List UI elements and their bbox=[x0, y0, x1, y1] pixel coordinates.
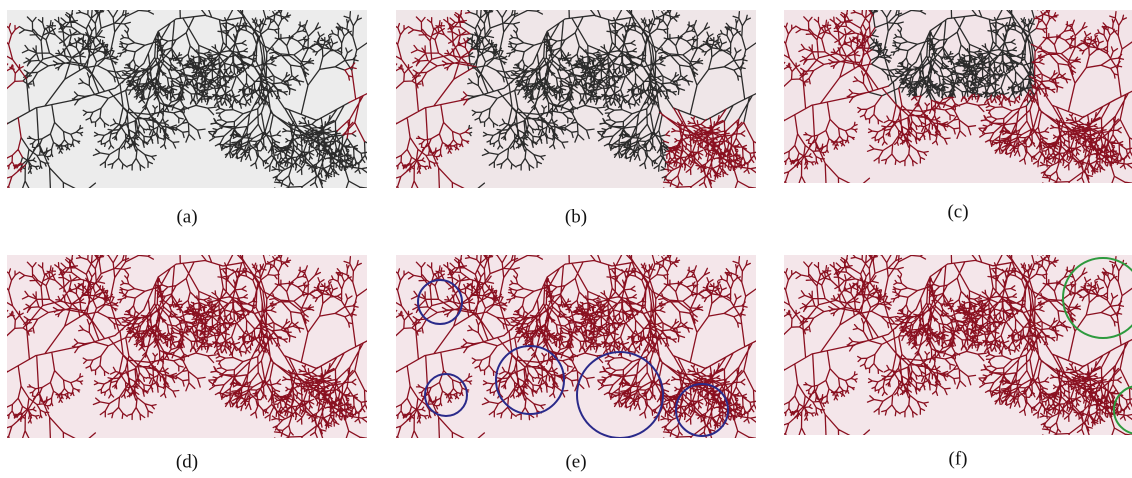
panel-label: (d) bbox=[176, 451, 198, 472]
panel bbox=[355, 0, 785, 219]
panel-label: (a) bbox=[176, 206, 197, 227]
panel-label: (f) bbox=[949, 448, 968, 469]
panel bbox=[744, 0, 1132, 213]
figure: (a) (b) (c) (d) (e) (f) bbox=[0, 0, 1132, 478]
panel-label: (c) bbox=[947, 201, 968, 222]
panel-label: (b) bbox=[565, 206, 587, 227]
panel bbox=[744, 171, 1132, 466]
panel-label: (e) bbox=[565, 451, 586, 472]
panel bbox=[0, 170, 396, 470]
panel bbox=[0, 0, 396, 219]
